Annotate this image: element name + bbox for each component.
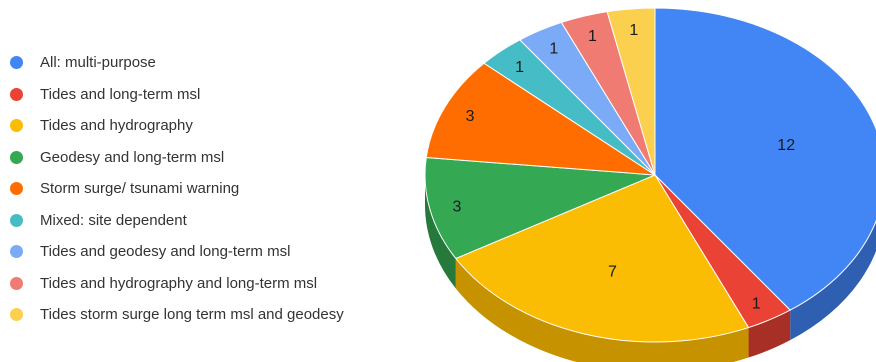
slice-value-label: 3 <box>466 108 475 125</box>
legend-label: Tides and long-term msl <box>40 85 201 103</box>
slice-value-label: 1 <box>752 295 761 312</box>
legend-label: All: multi-purpose <box>40 54 156 72</box>
slice-value-label: 1 <box>629 22 638 39</box>
legend-swatch <box>10 245 23 259</box>
slice-value-label: 7 <box>608 263 617 280</box>
legend-swatch <box>10 213 23 227</box>
pie-slice-side <box>425 175 456 289</box>
legend-item: Storm surge/ tsunami warning <box>10 173 410 205</box>
legend-item: Geodesy and long-term msl <box>10 142 410 174</box>
legend-label: Tides and geodesy and long-term msl <box>40 243 291 261</box>
slice-value-label: 3 <box>453 199 462 216</box>
legend-swatch <box>10 150 23 164</box>
pie-slice-side <box>455 258 749 362</box>
legend-item: Tides and long-term msl <box>10 79 410 111</box>
legend-item: Tides and geodesy and long-term msl <box>10 236 410 268</box>
slice-value-label: 1 <box>549 41 558 58</box>
legend-item: Tides and hydrography and long-term msl <box>10 268 410 300</box>
slice-value-label: 12 <box>777 137 795 154</box>
pie-slice <box>425 62 656 176</box>
legend-item: Mixed: site dependent <box>10 205 410 237</box>
legend-swatch <box>10 182 23 196</box>
slice-value-label: 1 <box>588 28 597 45</box>
legend-label: Storm surge/ tsunami warning <box>40 180 240 198</box>
legend-swatch <box>10 56 23 70</box>
pie-slice <box>654 7 876 311</box>
pie-slice <box>424 157 656 260</box>
legend-label: Mixed: site dependent <box>40 211 187 229</box>
legend-swatch <box>10 276 23 290</box>
legend-label: Tides storm surge long term msl and geod… <box>40 306 344 324</box>
pie-slice <box>606 7 656 176</box>
legend-label: Tides and hydrography and long-term msl <box>40 274 318 292</box>
legend-swatch <box>10 87 23 101</box>
legend-swatch <box>10 119 23 133</box>
slice-value-label: 1 <box>515 59 524 76</box>
legend-label: Tides and hydrography <box>40 117 193 135</box>
legend-item: Tides and hydrography <box>10 110 410 142</box>
pie-slice-side <box>748 310 791 358</box>
legend-label: Geodesy and long-term msl <box>40 148 225 166</box>
legend-item: Tides storm surge long term msl and geod… <box>10 299 410 331</box>
pie-slice-side <box>790 221 876 341</box>
pie-slice <box>455 174 750 343</box>
legend-swatch <box>10 308 23 322</box>
chart-legend: All: multi-purpose Tides and long-term ms… <box>10 47 410 331</box>
legend-item: All: multi-purpose <box>10 47 410 79</box>
